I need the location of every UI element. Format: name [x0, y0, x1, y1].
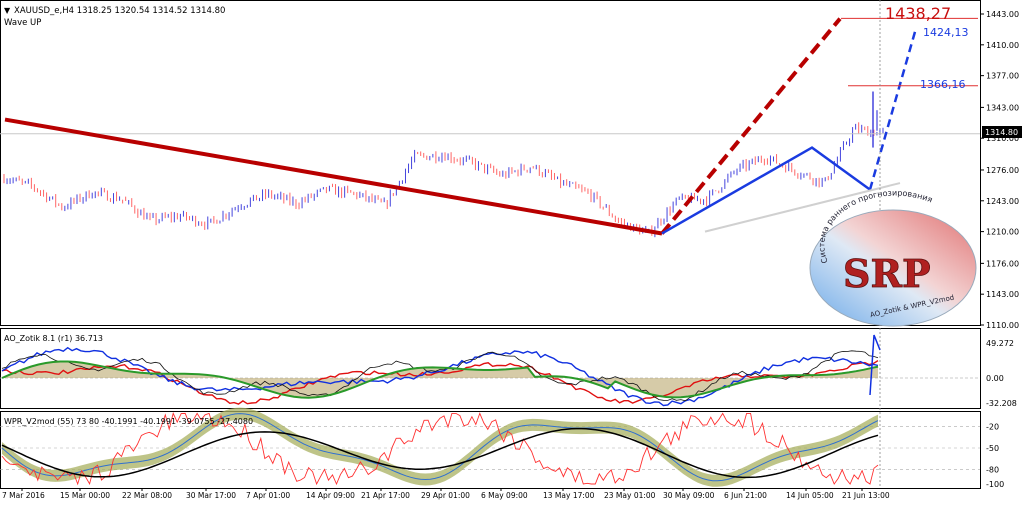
wpr-red-line: [1, 412, 879, 486]
price-tick-label: 1176.00: [986, 259, 1019, 268]
wpr-black-line: [1, 427, 879, 479]
ao-blue-line: [1, 346, 879, 407]
price-tick-label: 1143.00: [986, 290, 1019, 299]
wpr-tick-label: -100: [986, 480, 1004, 489]
time-tick-label: 7 Mar 2016: [2, 491, 45, 500]
downtrend-line: [4, 117, 663, 236]
logo-badge: [809, 209, 977, 327]
logo-letters: SRP: [843, 251, 931, 296]
wpr-tick-label: -20: [986, 422, 999, 431]
ao-tick-label: 0.00: [986, 374, 1004, 383]
ao-green-line: [1, 360, 879, 399]
wpr-tick-label: -50: [986, 444, 999, 453]
target-label-1: 1438,27: [885, 4, 951, 23]
channel-line: [704, 182, 901, 233]
indicator-name: Wave UP: [4, 18, 41, 28]
time-tick-label: 23 May 01:00: [604, 491, 656, 500]
wpr-indicator: -20 -50 -80 -100: [0, 407, 1004, 489]
time-tick-label: 7 Apr 01:00: [246, 491, 290, 500]
target-projection-red: [660, 17, 842, 235]
time-tick-label: 29 Apr 01:00: [421, 491, 470, 500]
time-tick-label: 21 Apr 17:00: [361, 491, 410, 500]
price-tick-label: 1443.00: [986, 10, 1019, 19]
time-tick-label: 30 May 09:00: [663, 491, 715, 500]
wpr-fill-band: [2, 407, 878, 487]
time-tick-label: 30 Mar 17:00: [186, 491, 236, 500]
ao-black-line: [1, 350, 879, 402]
price-tick-label: 1310.00: [986, 134, 1019, 143]
current-price-label: 1314.80: [985, 128, 1018, 137]
drawing-objects: [0, 0, 980, 488]
time-tick-label: 15 Mar 00:00: [60, 491, 110, 500]
time-tick-label: 6 May 09:00: [481, 491, 528, 500]
time-tick-label: 13 May 17:00: [543, 491, 595, 500]
time-tick-label: 6 Jun 21:00: [724, 491, 767, 500]
ao-fill-band: [2, 361, 878, 398]
axis-layer: 1443.00 1410.00 1377.00 1343.00 1310.00 1276.…: [2, 10, 1019, 500]
target-projection-blue: [868, 31, 917, 190]
ao-tick-label: -32.208: [986, 399, 1017, 408]
price-tick-label: 1410.00: [986, 41, 1019, 50]
price-tick-label: 1110.00: [986, 321, 1019, 330]
ao-panel-title: AO_Zotik 8.1 (r1) 36.713: [4, 334, 103, 343]
time-tick-label: 14 Jun 05:00: [786, 491, 834, 500]
ao-tick-label: 49.272: [986, 339, 1014, 348]
price-tick-label: 1377.00: [986, 72, 1019, 81]
price-tick-label: 1343.00: [986, 103, 1019, 112]
wpr-tick-label: -80: [986, 466, 999, 475]
ao-spike: [869, 334, 881, 396]
wave-zigzag: [661, 146, 871, 235]
time-tick-label: 14 Apr 09:00: [306, 491, 355, 500]
ao-panel-frame: [0, 328, 981, 409]
price-tick-label: 1276.00: [986, 166, 1019, 175]
target-label-2: 1424,13: [923, 26, 969, 39]
time-tick-label: 21 Jun 13:00: [842, 491, 890, 500]
target-label-3: 1366,16: [920, 78, 966, 91]
wpr-panel-title: WPR_V2mod (55) 73 80 -40.1991 -40.1991 -…: [4, 417, 253, 426]
ao-indicator: 49.272 0.00 -32.208: [0, 334, 1017, 408]
current-price-box: [982, 126, 1022, 138]
symbol-ohlc-line: XAUUSD_e,H4 1318.25 1320.54 1314.52 1314…: [14, 6, 225, 16]
price-tick-label: 1243.00: [986, 197, 1019, 206]
wpr-blue-line: [1, 413, 879, 482]
price-tick-label: 1210.00: [986, 228, 1019, 237]
chart-menu-icon[interactable]: ▼: [4, 6, 11, 15]
time-tick-label: 22 Mar 08:00: [122, 491, 172, 500]
